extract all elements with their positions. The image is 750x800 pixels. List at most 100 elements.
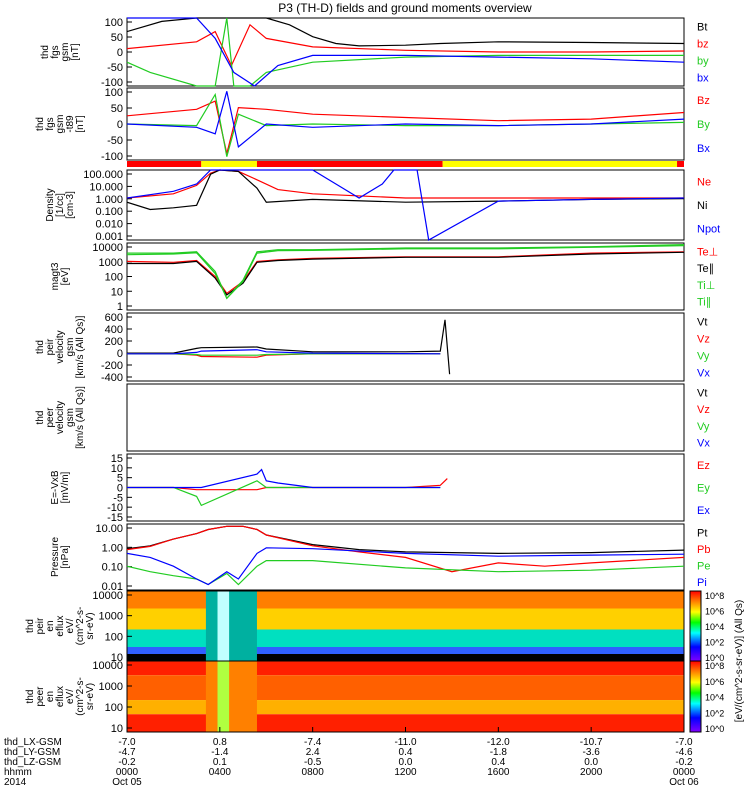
ylabel-line: [mV/m] (60, 471, 71, 503)
legend-entry: Ti⊥ (697, 280, 715, 292)
ylabel-line: velocity (55, 330, 66, 363)
fgs-gsm-panel: 100 50 0 -50 -100 thd fgs gsm [nT] Bt bz by bx (40, 17, 709, 89)
series-Pe (126, 559, 685, 586)
y-tick-label: 0.01 (102, 581, 123, 593)
y-tick-label: 200 (105, 336, 123, 348)
ylabel-line: fgs (50, 45, 61, 58)
fgs-gsm-ylabel: thd fgs gsm [nT] (40, 43, 81, 62)
x-tick-label: -7.0 (675, 737, 693, 748)
spectrogram-band (127, 700, 684, 715)
series-Ex (127, 468, 441, 489)
x-tick-label: 0.0 (584, 757, 598, 768)
legend-entry: Te∥ (697, 263, 714, 275)
legend-entry: By (697, 119, 710, 131)
legend-entry: Ey (697, 483, 710, 495)
x-tick-label: -7.4 (304, 737, 322, 748)
mode-bar-segment (201, 161, 257, 167)
colorbar-tick: 10^8 (705, 661, 724, 671)
x-tick-label: -3.6 (583, 747, 601, 758)
y-tick-label: 0 (117, 47, 123, 59)
ylabel-line: peer (45, 407, 56, 428)
y-tick-label: -50 (107, 62, 123, 74)
series-Ti∥ (126, 245, 685, 300)
legend-entry: Vz (697, 404, 710, 416)
legend-entry: bx (697, 73, 709, 85)
ylabel-line: thd (25, 690, 36, 704)
legend-entry: bz (697, 39, 709, 51)
ylabel-line: [nPa] (60, 545, 71, 569)
y-tick-label: 1000 (99, 681, 123, 693)
peer-velocity-ylabel: thd peer velocity gsm [km/s (All Qs)] (35, 386, 86, 449)
y-tick-label: -100 (101, 151, 123, 163)
legend-entry: Ez (697, 460, 710, 472)
y-tick-label: -10 (107, 502, 123, 514)
x-tick-label: 0000 (116, 767, 139, 778)
x-tick-label: 0.4 (399, 747, 413, 758)
colorbar-top (689, 590, 702, 662)
ylabel-line: thd (35, 340, 46, 354)
ylabel-line: [km/s (All Qs)] (75, 386, 86, 449)
y-tick-label: 10000 (92, 660, 123, 672)
series-bx (127, 17, 685, 87)
legend-entry: Te⊥ (697, 246, 718, 258)
colorbar-tick: 10^4 (705, 693, 724, 703)
ylabel-line: [eV] (60, 267, 71, 285)
legend-entry: Pt (697, 527, 707, 539)
x-tick-label: 0.4 (491, 757, 505, 768)
density-ylabel: Density [1/cc] [cm-3] (45, 188, 76, 221)
series-Te∥ (127, 251, 685, 296)
density-axes (126, 169, 685, 241)
ylabel-line: sr-eV) (85, 683, 96, 710)
y-tick-label: -15 (107, 512, 123, 524)
series-Pb (126, 525, 685, 573)
x-tick-label: 2.4 (306, 747, 320, 758)
ylabel-line: -t89 (65, 115, 76, 133)
x-tick-label: -4.6 (675, 747, 693, 758)
legend-entry: Vx (697, 438, 710, 450)
x-tick-label: 2000 (580, 767, 603, 778)
x-tick-label: Oct 05 (112, 777, 142, 788)
ylabel-line: peir (45, 338, 56, 355)
ylabel-line: en (45, 691, 56, 702)
peer-eflux-ylabel: thd peer en eflux eV/(cm^2-s-sr-eV) (25, 677, 96, 716)
legend-entry: Bt (697, 22, 707, 34)
y-tick-label: 100 (105, 17, 123, 29)
ylabel-line: gsm (55, 115, 66, 134)
ylabel-line: (cm^2-s- (75, 607, 86, 646)
y-tick-label: 10 (111, 723, 123, 735)
series-Ey (127, 480, 441, 507)
series-Vx (127, 349, 441, 355)
colorbar: 10^810^610^410^210^010^810^610^410^210^0… (689, 590, 745, 734)
y-tick-label: -400 (101, 372, 123, 384)
ylabel-line: thd (35, 117, 46, 131)
x-tick-label: 1600 (487, 767, 510, 778)
pressure-axes (126, 523, 685, 591)
ylabel-line: Pressure (50, 537, 61, 577)
fgs-t89-ylabel: thd fgs gsm -t89 [nT] (35, 115, 86, 134)
x-tick-label: -11.0 (394, 737, 416, 748)
y-tick-label: 0 (117, 119, 123, 131)
x-tick-label: -10.7 (580, 737, 603, 748)
y-tick-label: 15 (111, 453, 123, 465)
colorbar-tick: 10^2 (705, 638, 724, 648)
y-tick-label: 400 (105, 324, 123, 336)
legend-entry: Ni (697, 200, 707, 212)
figure-title: P3 (TH-D) fields and ground moments over… (278, 1, 532, 15)
ylabel-line: peer (35, 686, 46, 707)
legend-entry: Vy (697, 421, 710, 433)
spectrogram-core (217, 661, 230, 732)
y-tick-label: 1000 (99, 257, 123, 269)
y-tick-label: 10000 (92, 590, 123, 602)
pressure-panel: 10.00 1.00 0.10 0.01 Pressure [nPa] Pt Pb Pe Pi (50, 523, 710, 593)
pressure-ylabel: Pressure [nPa] (50, 537, 71, 577)
ylabel-line: gsm (65, 338, 76, 357)
series-By (126, 92, 685, 157)
x-tick-label: -0.5 (304, 757, 322, 768)
series-Ni (126, 169, 685, 211)
y-tick-label: 10.000 (89, 181, 123, 193)
series-Ti⊥ (127, 244, 685, 300)
peir-eflux-ylabel: thd peir en eflux eV/(cm^2-s-sr-eV) (25, 607, 96, 646)
